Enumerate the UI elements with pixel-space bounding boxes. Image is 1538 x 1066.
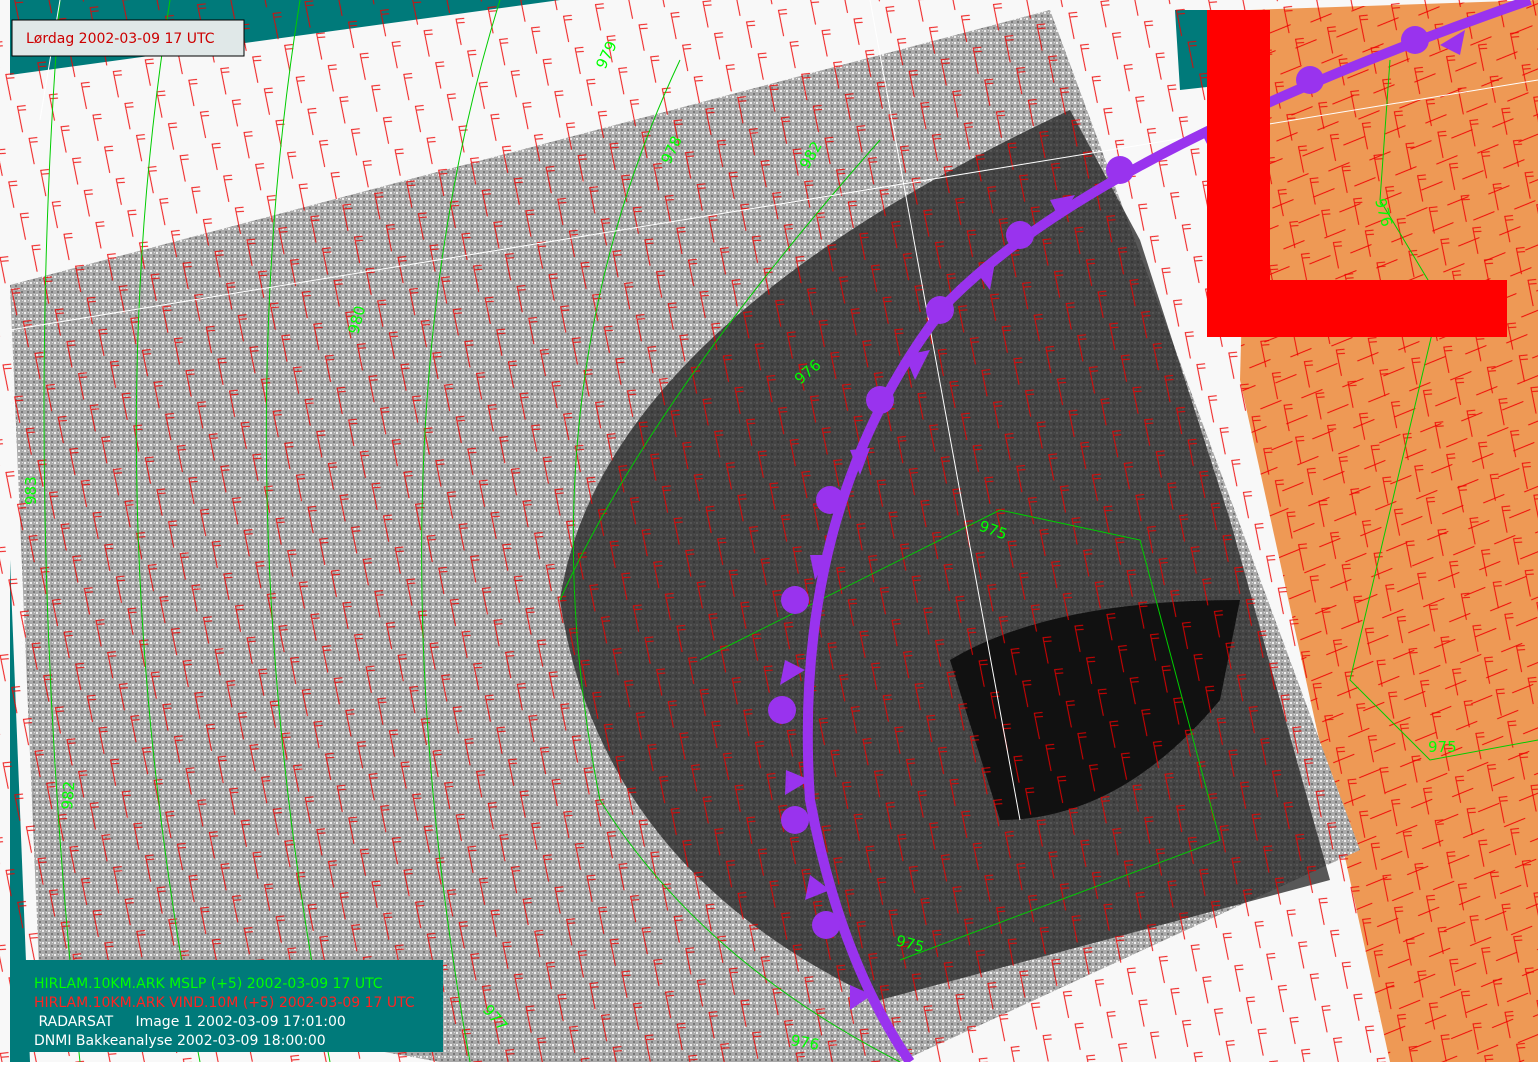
isobar-label: 983 — [22, 476, 40, 505]
legend-box — [10, 960, 443, 1052]
legend-line: RADARSAT Image 1 2002-03-09 17:01:00 — [34, 1014, 346, 1030]
legend-line: HIRLAM.10KM.ARK VIND.10M (+5) 2002-03-09… — [34, 995, 415, 1011]
legend-line: HIRLAM.10KM.ARK MSLP (+5) 2002-03-09 17 … — [34, 976, 383, 992]
low-pressure-symbol — [1207, 10, 1507, 337]
isobar-label: 976 — [789, 1031, 820, 1054]
timestamp: Lørdag 2002-03-09 17 UTC — [26, 31, 215, 47]
isobar-label: 975 — [1428, 738, 1457, 756]
isobars — [43, 0, 1538, 1063]
timestamp-box — [11, 19, 245, 57]
legend-line: DNMI Bakkeanalyse 2002-03-09 18:00:00 — [34, 1033, 326, 1049]
isobar-label: 982 — [58, 780, 78, 810]
